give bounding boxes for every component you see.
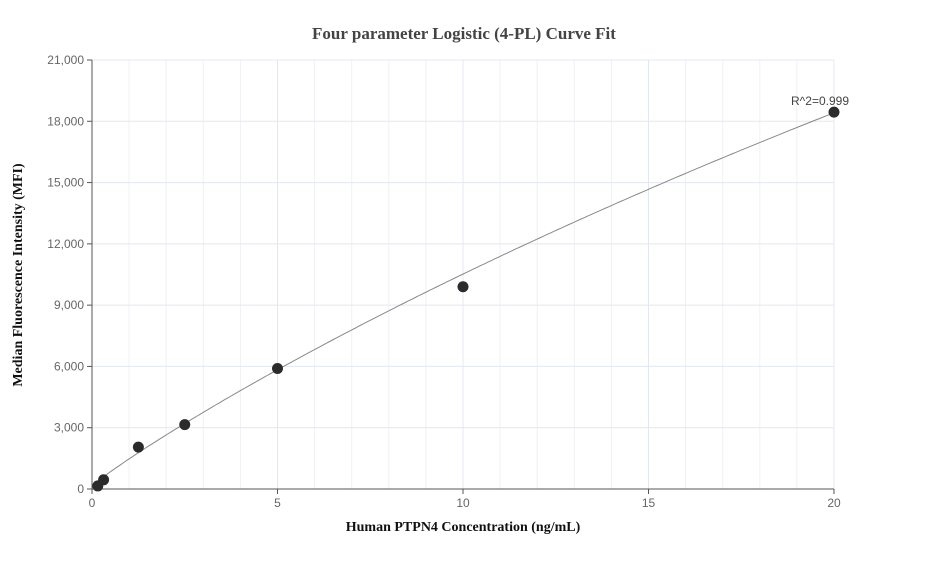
data-point xyxy=(457,281,469,293)
fit-curve xyxy=(97,112,835,482)
y-tick-label: 12,000 xyxy=(47,237,84,251)
y-tick-label: 3,000 xyxy=(54,421,84,435)
y-tick-label: 21,000 xyxy=(47,53,84,67)
x-tick-label: 20 xyxy=(827,496,841,510)
y-tick-label: 18,000 xyxy=(47,114,84,128)
y-tick-label: 6,000 xyxy=(54,359,84,373)
data-point xyxy=(132,441,144,453)
x-axis-label: Human PTPN4 Concentration (ng/mL) xyxy=(346,520,581,535)
x-tick-label: 10 xyxy=(456,496,470,510)
x-tick-label: 0 xyxy=(89,496,96,510)
data-point xyxy=(272,362,283,374)
y-tick-label: 15,000 xyxy=(47,176,84,190)
data-point xyxy=(98,474,110,486)
r-squared-annotation: R^2=0.999 xyxy=(791,94,849,108)
data-point xyxy=(828,106,840,118)
y-axis-label: Median Fluorescence Intensity (MFI) xyxy=(11,163,26,387)
y-tick-label: 0 xyxy=(77,482,84,496)
chart-title: Four parameter Logistic (4-PL) Curve Fit xyxy=(312,24,616,43)
y-tick-label: 9,000 xyxy=(54,298,84,312)
data-point xyxy=(179,419,191,431)
x-tick-label: 15 xyxy=(642,496,656,510)
x-tick-label: 5 xyxy=(274,496,281,510)
